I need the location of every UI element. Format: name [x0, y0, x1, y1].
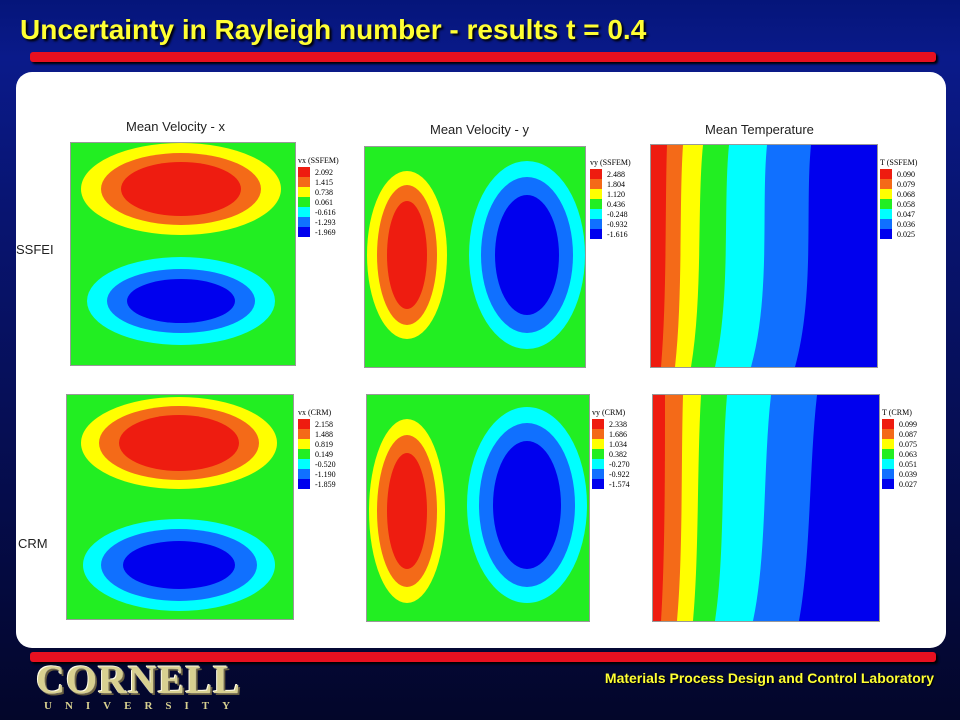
legend-value: 1.488 — [315, 429, 333, 439]
legend-title: T (CRM) — [882, 408, 912, 417]
row-label-crm: CRM — [18, 536, 48, 551]
legend-value: 0.039 — [899, 469, 917, 479]
legend-value: 0.036 — [897, 219, 915, 229]
legend-title: vx (SSFEM) — [298, 156, 339, 165]
legend-value: 0.061 — [315, 197, 333, 207]
legend-value: 2.092 — [315, 167, 333, 177]
legend-value: -0.520 — [315, 459, 336, 469]
legend-value: -0.270 — [609, 459, 630, 469]
legend-value: -0.616 — [315, 207, 336, 217]
column-title-vy: Mean Velocity - y — [430, 122, 529, 137]
legend-value: 0.099 — [899, 419, 917, 429]
legend-value: 1.804 — [607, 179, 625, 189]
legend-temperature-ssfem: T (SSFEM) 0.090 0.079 0.068 0.058 0.047 … — [880, 158, 917, 239]
legend-value: 0.149 — [315, 449, 333, 459]
slide-title: Uncertainty in Rayleigh number - results… — [20, 14, 647, 45]
legend-value: 0.075 — [899, 439, 917, 449]
contour-plot-vx-crm — [66, 394, 294, 620]
legend-title: vx (CRM) — [298, 408, 332, 417]
legend-value: -1.616 — [607, 229, 628, 239]
legend-value: 2.158 — [315, 419, 333, 429]
legend-value: 1.686 — [609, 429, 627, 439]
legend-value: -1.293 — [315, 217, 336, 227]
legend-value: 0.087 — [899, 429, 917, 439]
contour-plot-vx-ssfem — [70, 142, 296, 366]
legend-value: 0.058 — [897, 199, 915, 209]
legend-value: 1.120 — [607, 189, 625, 199]
contour-plot-temperature-ssfem — [650, 144, 878, 368]
legend-value: 0.382 — [609, 449, 627, 459]
column-title-vx: Mean Velocity - x — [126, 119, 225, 134]
legend-value: 1.415 — [315, 177, 333, 187]
legend-value: -1.969 — [315, 227, 336, 237]
legend-vx-crm: vx (CRM) 2.158 1.488 0.819 0.149 -0.520 … — [298, 408, 336, 489]
legend-value: 0.090 — [897, 169, 915, 179]
contour-plot-temperature-crm — [652, 394, 880, 622]
legend-value: 2.488 — [607, 169, 625, 179]
legend-value: 0.819 — [315, 439, 333, 449]
contour-plot-vy-crm — [366, 394, 590, 622]
legend-value: -0.932 — [607, 219, 628, 229]
logo-subtitle: UNIVERSITY — [44, 700, 244, 712]
footer-divider — [30, 652, 936, 662]
cornell-logo: CORNELL UNIVERSITY — [36, 657, 244, 713]
legend-value: 0.063 — [899, 449, 917, 459]
footer-lab-name: Materials Process Design and Control Lab… — [604, 670, 934, 686]
legend-value: -0.922 — [609, 469, 630, 479]
legend-vy-ssfem: vy (SSFEM) 2.488 1.804 1.120 0.436 -0.24… — [590, 158, 631, 239]
legend-value: 0.079 — [897, 179, 915, 189]
contour-plot-vy-ssfem — [364, 146, 586, 368]
legend-value: -1.190 — [315, 469, 336, 479]
legend-value: 0.738 — [315, 187, 333, 197]
legend-title: vy (SSFEM) — [590, 158, 631, 167]
legend-value: -1.574 — [609, 479, 630, 489]
legend-title: T (SSFEM) — [880, 158, 918, 167]
legend-value: 0.027 — [899, 479, 917, 489]
column-title-temperature: Mean Temperature — [705, 122, 814, 137]
legend-value: -1.859 — [315, 479, 336, 489]
content-panel: Mean Velocity - x Mean Velocity - y Mean… — [16, 72, 946, 648]
row-label-ssfem: SSFEI — [16, 242, 54, 257]
title-divider — [30, 52, 936, 62]
legend-temperature-crm: T (CRM) 0.099 0.087 0.075 0.063 0.051 0.… — [882, 408, 917, 489]
legend-value: 0.436 — [607, 199, 625, 209]
legend-value: 1.034 — [609, 439, 627, 449]
legend-title: vy (CRM) — [592, 408, 626, 417]
legend-value: 0.047 — [897, 209, 915, 219]
legend-value: 2.338 — [609, 419, 627, 429]
logo-wordmark: CORNELL — [36, 657, 241, 702]
legend-vy-crm: vy (CRM) 2.338 1.686 1.034 0.382 -0.270 … — [592, 408, 630, 489]
legend-value: 0.068 — [897, 189, 915, 199]
legend-value: 0.051 — [899, 459, 917, 469]
legend-value: -0.248 — [607, 209, 628, 219]
legend-value: 0.025 — [897, 229, 915, 239]
legend-vx-ssfem: vx (SSFEM) 2.092 1.415 0.738 0.061 -0.61… — [298, 156, 339, 237]
